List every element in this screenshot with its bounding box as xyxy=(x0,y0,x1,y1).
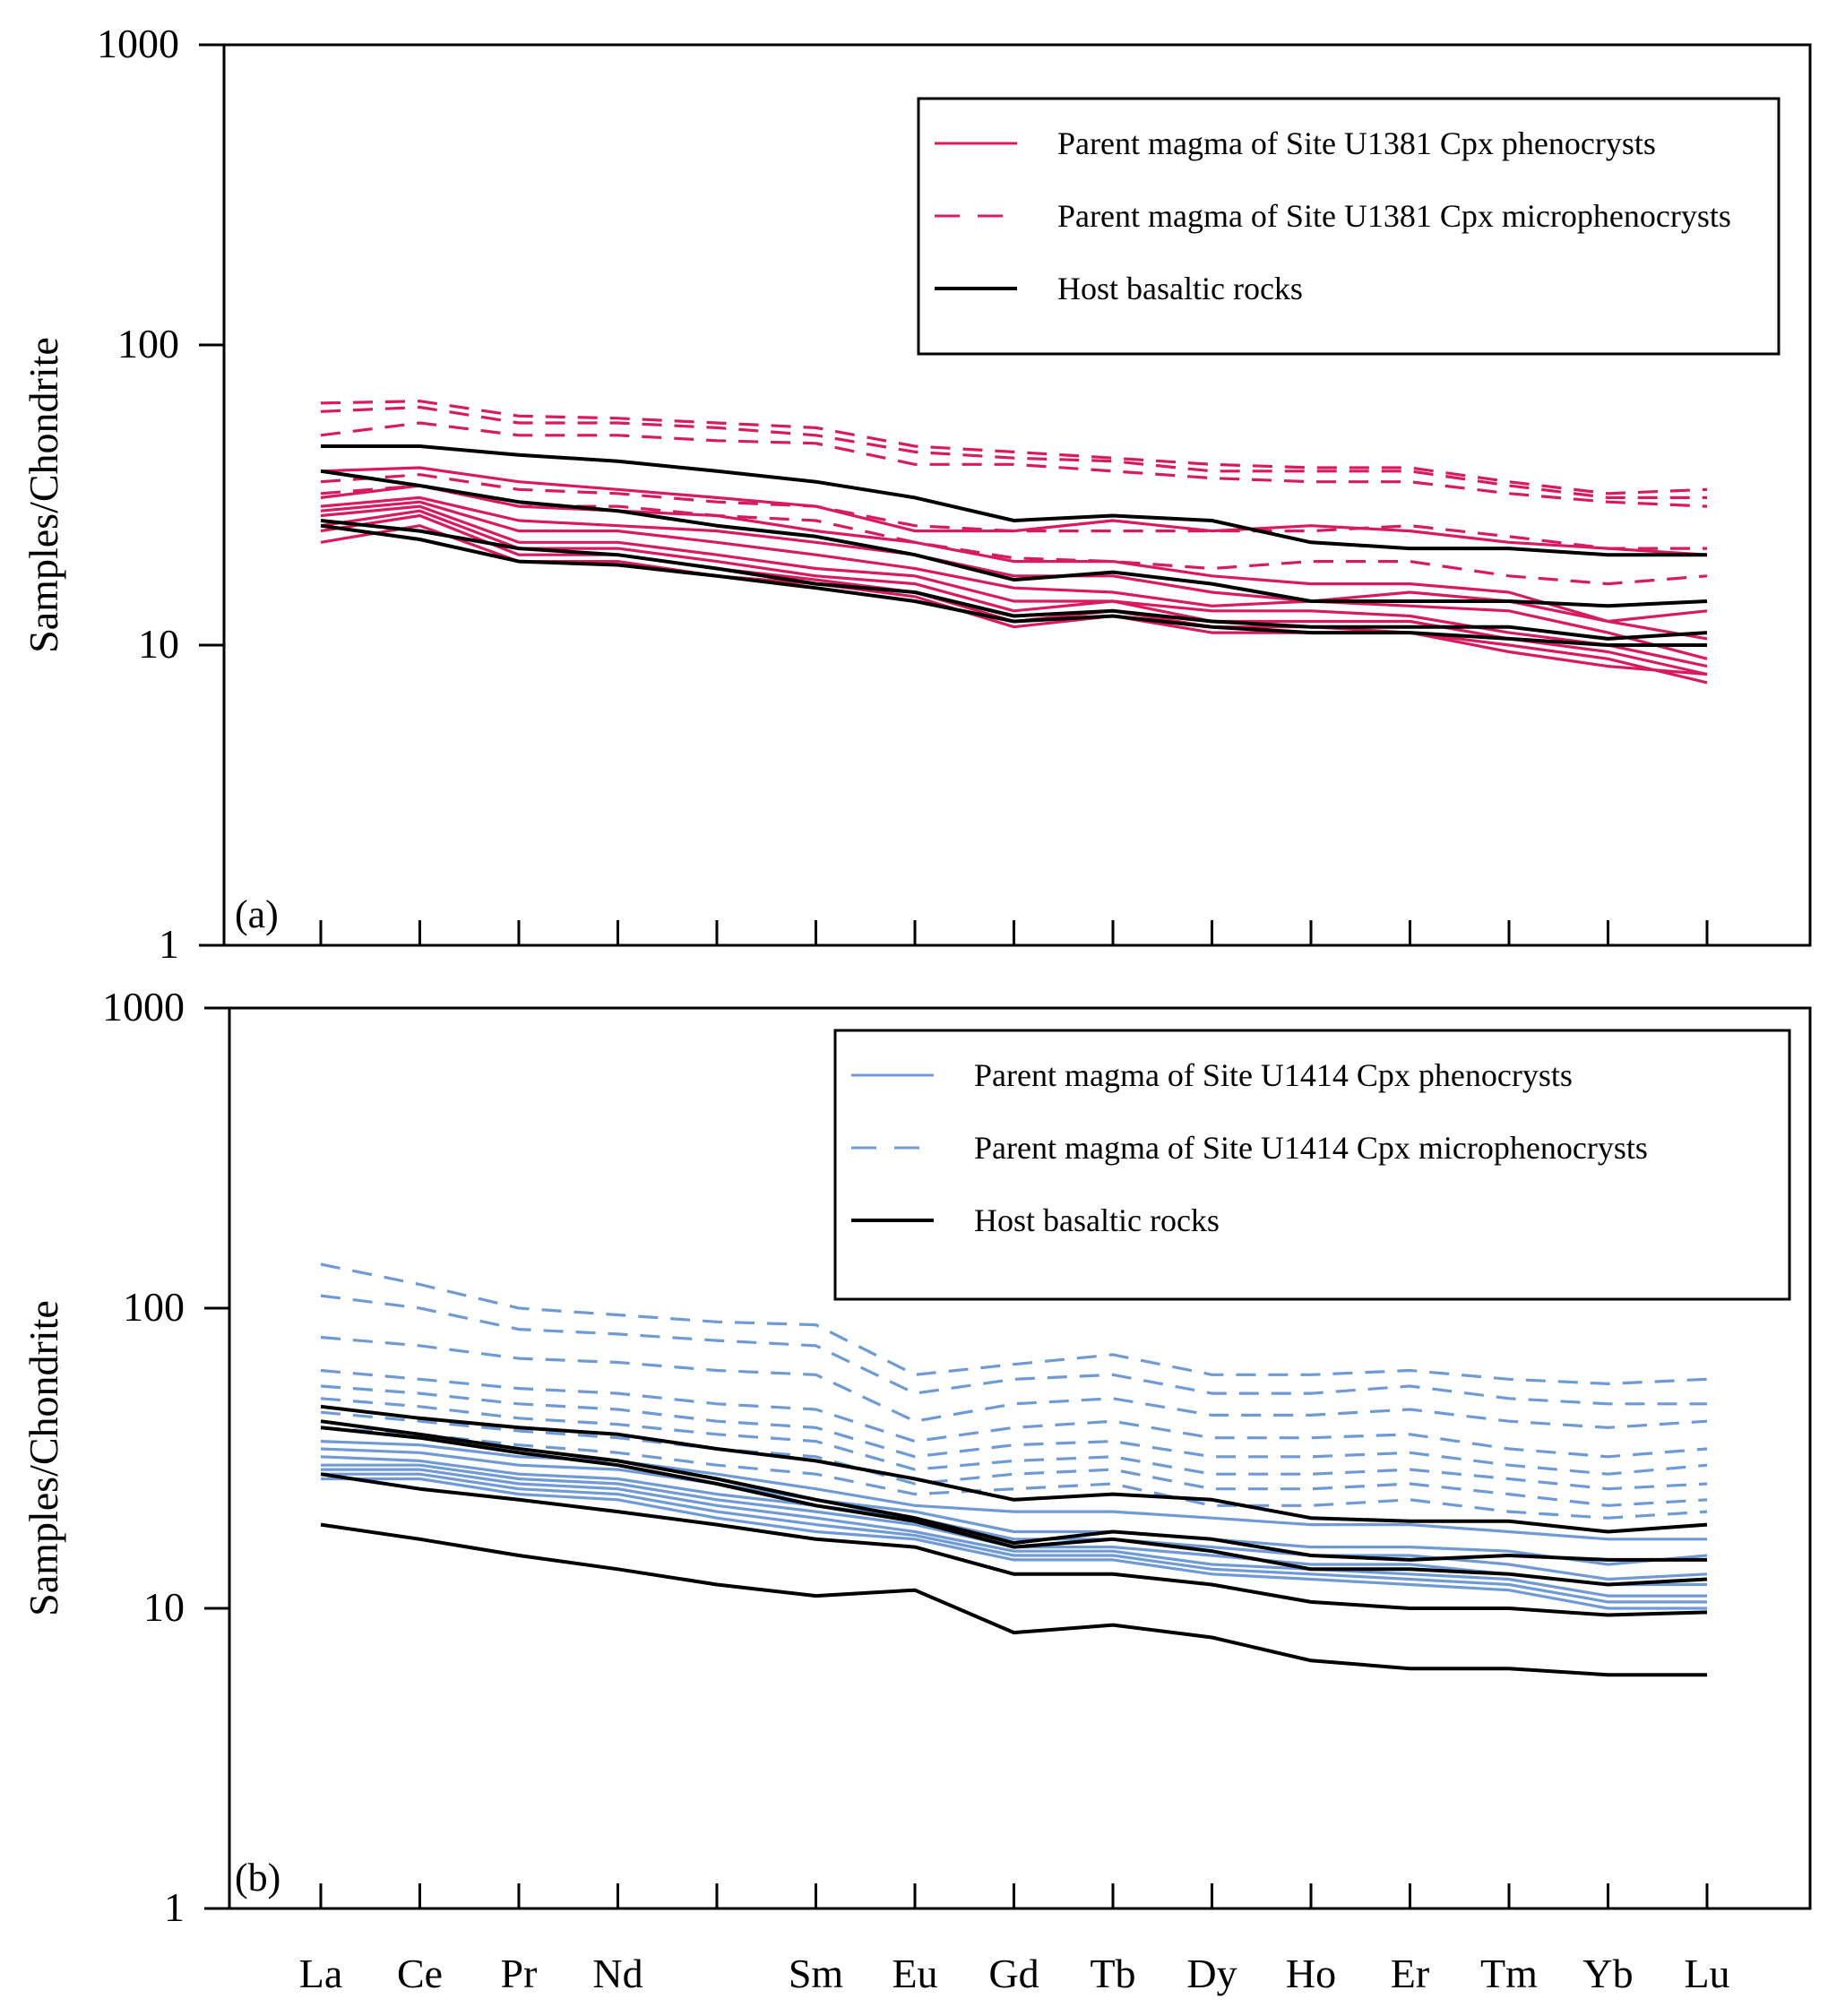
series-line-b-phenocrysts-4 xyxy=(321,1468,1707,1598)
legend-label-b-2: Host basaltic rocks xyxy=(974,1202,1220,1238)
y-tick-label-a-1: 1 xyxy=(159,921,179,967)
series-line-a-host-16 xyxy=(320,523,1707,647)
series-line-b-phenocrysts-6 xyxy=(321,1477,1707,1610)
x-label-ce: Ce xyxy=(397,1951,443,1996)
legend-label-a-1: Parent magma of Site U1381 Cpx microphen… xyxy=(1057,198,1731,234)
series-line-b-host-17 xyxy=(320,1426,1708,1587)
series-line-b-phenocrysts-5 xyxy=(321,1472,1707,1604)
series-line-a-microphenocrysts-11 xyxy=(320,473,1707,550)
y-tick-label-b-10: 10 xyxy=(143,1584,185,1630)
series-line-a-microphenocrysts-9 xyxy=(320,405,1707,500)
series-line-b-phenocrysts-1 xyxy=(320,1447,1708,1566)
x-label-eu: Eu xyxy=(892,1951,937,1996)
series-line-a-microphenocrysts-8 xyxy=(320,400,1708,495)
x-label-dy: Dy xyxy=(1186,1951,1237,1996)
legend-box-b xyxy=(833,1029,1791,1301)
series-line-a-phenocrysts-5 xyxy=(320,509,1708,676)
plot-frame-b xyxy=(228,1006,1812,1910)
series-line-b-microphenocrysts-8 xyxy=(320,1294,1707,1406)
panel-b-chart: 1 10 100 1000 Samples/Chondrite Parent magma … xyxy=(21,984,1812,1930)
panel-label-a: (a) xyxy=(235,892,279,936)
series-line-a-phenocrysts-1 xyxy=(320,484,1708,624)
x-label-la: La xyxy=(299,1951,343,1996)
y-tick-label-a-1000: 1000 xyxy=(97,21,179,66)
series-line-b-microphenocrysts-11 xyxy=(320,1384,1708,1476)
y-axis-title-b: Samples/Chondrite xyxy=(21,1300,66,1616)
series-line-b-microphenocrysts-9 xyxy=(320,1335,1708,1429)
x-label-ho: Ho xyxy=(1286,1951,1336,1996)
series-line-a-microphenocrysts-12 xyxy=(320,484,1708,586)
series-line-a-host-14 xyxy=(320,469,1708,608)
series-line-b-phenocrysts-2 xyxy=(320,1455,1708,1581)
series-line-b-microphenocrysts-13 xyxy=(320,1410,1708,1507)
x-label-pr: Pr xyxy=(501,1951,538,1996)
series-line-b-microphenocrysts-7 xyxy=(320,1262,1708,1386)
series-line-b-host-19 xyxy=(320,1522,1707,1677)
panel-a-chart: 1 10 100 1000 Samples/Chondrite Parent magma … xyxy=(21,21,1812,967)
series-line-a-phenocrysts-3 xyxy=(320,500,1708,660)
x-label-yb: Yb xyxy=(1582,1951,1633,1996)
series-line-a-phenocrysts-2 xyxy=(320,495,1708,641)
series-line-b-microphenocrysts-14 xyxy=(320,1426,1708,1520)
series-line-b-host-15 xyxy=(320,1404,1708,1534)
panel-label-b: (b) xyxy=(235,1856,280,1900)
y-tick-label-a-100: 100 xyxy=(117,321,179,366)
x-label-sm: Sm xyxy=(789,1951,844,1996)
series-line-a-host-13 xyxy=(321,444,1707,557)
plot-frame-a xyxy=(222,43,1812,947)
x-label-lu: Lu xyxy=(1684,1951,1729,1996)
y-tick-label-b-1: 1 xyxy=(164,1884,185,1930)
legend-label-b-1: Parent magma of Site U1414 Cpx microphen… xyxy=(974,1130,1648,1166)
x-label-tm: Tm xyxy=(1480,1951,1538,1996)
legend-label-b-0: Parent magma of Site U1414 Cpx phenocrys… xyxy=(974,1057,1573,1093)
x-label-gd: Gd xyxy=(988,1951,1039,1996)
y-tick-label-b-100: 100 xyxy=(123,1284,185,1330)
x-label-er: Er xyxy=(1391,1951,1429,1996)
legend-label-a-2: Host basaltic rocks xyxy=(1057,271,1303,306)
series-line-b-microphenocrysts-12 xyxy=(320,1397,1708,1491)
series-line-a-host-15 xyxy=(320,519,1708,641)
legend-a: Parent magma of Site U1381 Cpx phenocrys… xyxy=(917,97,1781,356)
y-tick-label-b-1000: 1000 xyxy=(102,984,185,1030)
series-line-b-host-18 xyxy=(320,1472,1708,1617)
x-axis-element-labels: La Ce Pr Nd Sm Eu Gd Tb Dy Ho Er Tm Yb Lu xyxy=(299,1951,1730,1996)
legend-b: Parent magma of Site U1414 Cpx phenocrys… xyxy=(833,1029,1791,1301)
series-line-b-microphenocrysts-10 xyxy=(320,1368,1708,1459)
series-line-a-microphenocrysts-10 xyxy=(320,421,1708,508)
x-label-nd: Nd xyxy=(592,1951,642,1996)
legend-box-a xyxy=(917,97,1781,356)
y-tick-label-a-10: 10 xyxy=(138,621,179,667)
legend-label-a-0: Parent magma of Site U1381 Cpx phenocrys… xyxy=(1057,125,1656,161)
series-line-b-host-16 xyxy=(320,1419,1707,1562)
x-label-tb: Tb xyxy=(1090,1951,1135,1996)
y-axis-title-a: Samples/Chondrite xyxy=(21,337,66,653)
